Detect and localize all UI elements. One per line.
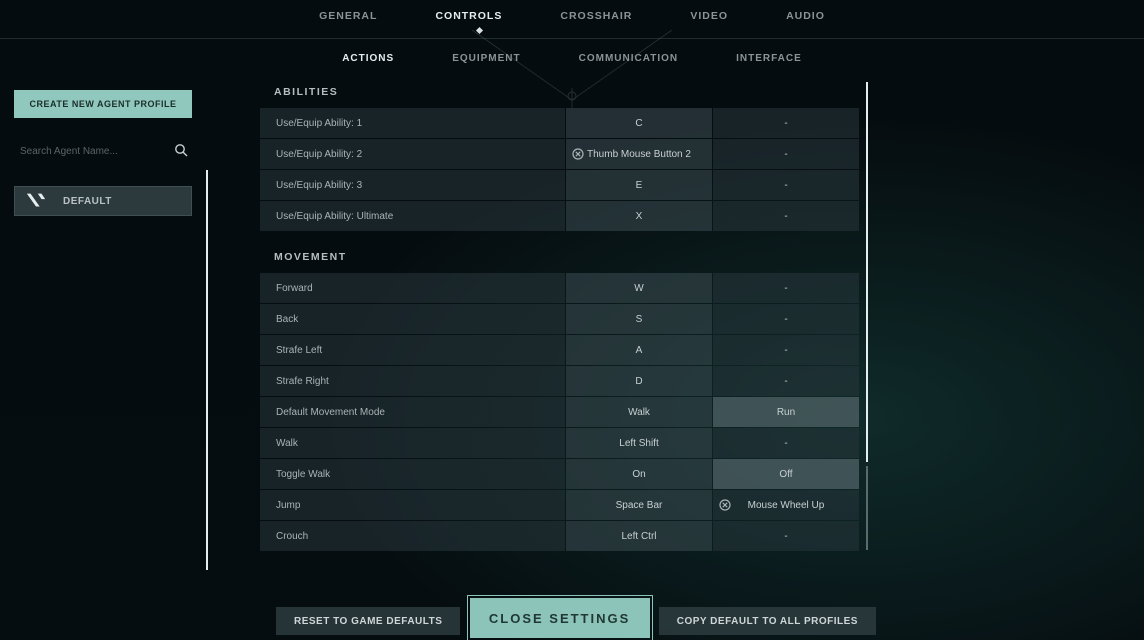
- binding-row: Toggle WalkOnOff: [260, 459, 860, 489]
- tab-sub-interface[interactable]: INTERFACE: [736, 53, 802, 71]
- tab-main-general[interactable]: GENERAL: [319, 10, 377, 30]
- tabs-main-indicators: [0, 28, 1144, 38]
- binding-secondary[interactable]: -: [713, 139, 859, 169]
- clear-binding-icon[interactable]: [719, 499, 731, 511]
- sidebar: CREATE NEW AGENT PROFILE DEFAULT: [14, 90, 192, 216]
- binding-row: Strafe LeftA-: [260, 335, 860, 365]
- tab-main-controls[interactable]: CONTROLS: [435, 10, 502, 30]
- create-profile-button[interactable]: CREATE NEW AGENT PROFILE: [14, 90, 192, 118]
- binding-label: Walk: [260, 428, 565, 458]
- binding-primary[interactable]: Left Shift: [566, 428, 712, 458]
- binding-row: Default Movement ModeWalkRun: [260, 397, 860, 427]
- binding-label: Use/Equip Ability: 1: [260, 108, 565, 138]
- binding-label: Use/Equip Ability: 2: [260, 139, 565, 169]
- binding-row: CrouchLeft Ctrl-: [260, 521, 860, 551]
- binding-primary[interactable]: E: [566, 170, 712, 200]
- copy-default-button[interactable]: COPY DEFAULT TO ALL PROFILES: [659, 607, 876, 635]
- binding-secondary[interactable]: Run: [713, 397, 859, 427]
- close-settings-button[interactable]: CLOSE SETTINGS: [470, 598, 650, 638]
- binding-primary[interactable]: D: [566, 366, 712, 396]
- scrollbar-right-thumb[interactable]: [866, 466, 868, 550]
- bottom-bar: RESET TO GAME DEFAULTS CLOSE SETTINGS CO…: [276, 604, 876, 638]
- binding-row: Use/Equip Ability: 3E-: [260, 170, 860, 200]
- binding-label: Forward: [260, 273, 565, 303]
- binding-secondary[interactable]: -: [713, 521, 859, 551]
- binding-label: Use/Equip Ability: Ultimate: [260, 201, 565, 231]
- search-icon: [174, 143, 188, 157]
- valorant-logo-icon: [25, 190, 47, 212]
- binding-label: Use/Equip Ability: 3: [260, 170, 565, 200]
- tab-main-video[interactable]: VIDEO: [690, 10, 728, 30]
- binding-secondary[interactable]: -: [713, 366, 859, 396]
- settings-panel: ABILITIESUse/Equip Ability: 1C-Use/Equip…: [260, 78, 860, 552]
- scrollbar-left[interactable]: [206, 170, 208, 570]
- binding-label: Strafe Left: [260, 335, 565, 365]
- binding-label: Jump: [260, 490, 565, 520]
- tab-sub-communication[interactable]: COMMUNICATION: [579, 53, 678, 71]
- binding-row: Use/Equip Ability: UltimateX-: [260, 201, 860, 231]
- divider: [0, 38, 1144, 39]
- search-wrap: [14, 138, 192, 164]
- binding-secondary[interactable]: -: [713, 170, 859, 200]
- binding-row: Use/Equip Ability: 2Thumb Mouse Button 2…: [260, 139, 860, 169]
- tab-sub-equipment[interactable]: EQUIPMENT: [452, 53, 520, 71]
- binding-primary[interactable]: Space Bar: [566, 490, 712, 520]
- binding-secondary[interactable]: Off: [713, 459, 859, 489]
- binding-label: Default Movement Mode: [260, 397, 565, 427]
- binding-primary[interactable]: A: [566, 335, 712, 365]
- binding-secondary[interactable]: -: [713, 273, 859, 303]
- binding-row: Use/Equip Ability: 1C-: [260, 108, 860, 138]
- profile-item-default[interactable]: DEFAULT: [14, 186, 192, 216]
- binding-primary[interactable]: C: [566, 108, 712, 138]
- binding-secondary[interactable]: -: [713, 108, 859, 138]
- binding-primary[interactable]: Thumb Mouse Button 2: [566, 139, 712, 169]
- binding-row: JumpSpace BarMouse Wheel Up: [260, 490, 860, 520]
- clear-binding-icon[interactable]: [572, 148, 584, 160]
- binding-secondary[interactable]: -: [713, 304, 859, 334]
- binding-primary[interactable]: S: [566, 304, 712, 334]
- binding-primary[interactable]: Left Ctrl: [566, 521, 712, 551]
- binding-label: Crouch: [260, 521, 565, 551]
- binding-row: Strafe RightD-: [260, 366, 860, 396]
- binding-row: WalkLeft Shift-: [260, 428, 860, 458]
- binding-primary[interactable]: X: [566, 201, 712, 231]
- binding-primary[interactable]: W: [566, 273, 712, 303]
- scrollbar-right[interactable]: [866, 82, 868, 462]
- binding-row: BackS-: [260, 304, 860, 334]
- binding-label: Back: [260, 304, 565, 334]
- search-input[interactable]: [14, 138, 192, 164]
- binding-label: Strafe Right: [260, 366, 565, 396]
- binding-secondary[interactable]: -: [713, 335, 859, 365]
- binding-secondary[interactable]: -: [713, 428, 859, 458]
- binding-secondary[interactable]: -: [713, 201, 859, 231]
- tabs-sub: ACTIONS EQUIPMENT COMMUNICATION INTERFACE: [0, 53, 1144, 71]
- binding-row: ForwardW-: [260, 273, 860, 303]
- section-title: ABILITIES: [274, 86, 860, 98]
- binding-primary[interactable]: On: [566, 459, 712, 489]
- tab-main-audio[interactable]: AUDIO: [786, 10, 825, 30]
- reset-defaults-button[interactable]: RESET TO GAME DEFAULTS: [276, 607, 460, 635]
- binding-label: Toggle Walk: [260, 459, 565, 489]
- section-title: MOVEMENT: [274, 251, 860, 263]
- binding-secondary[interactable]: Mouse Wheel Up: [713, 490, 859, 520]
- profile-item-label: DEFAULT: [63, 196, 112, 207]
- tab-sub-actions[interactable]: ACTIONS: [342, 53, 394, 71]
- binding-primary[interactable]: Walk: [566, 397, 712, 427]
